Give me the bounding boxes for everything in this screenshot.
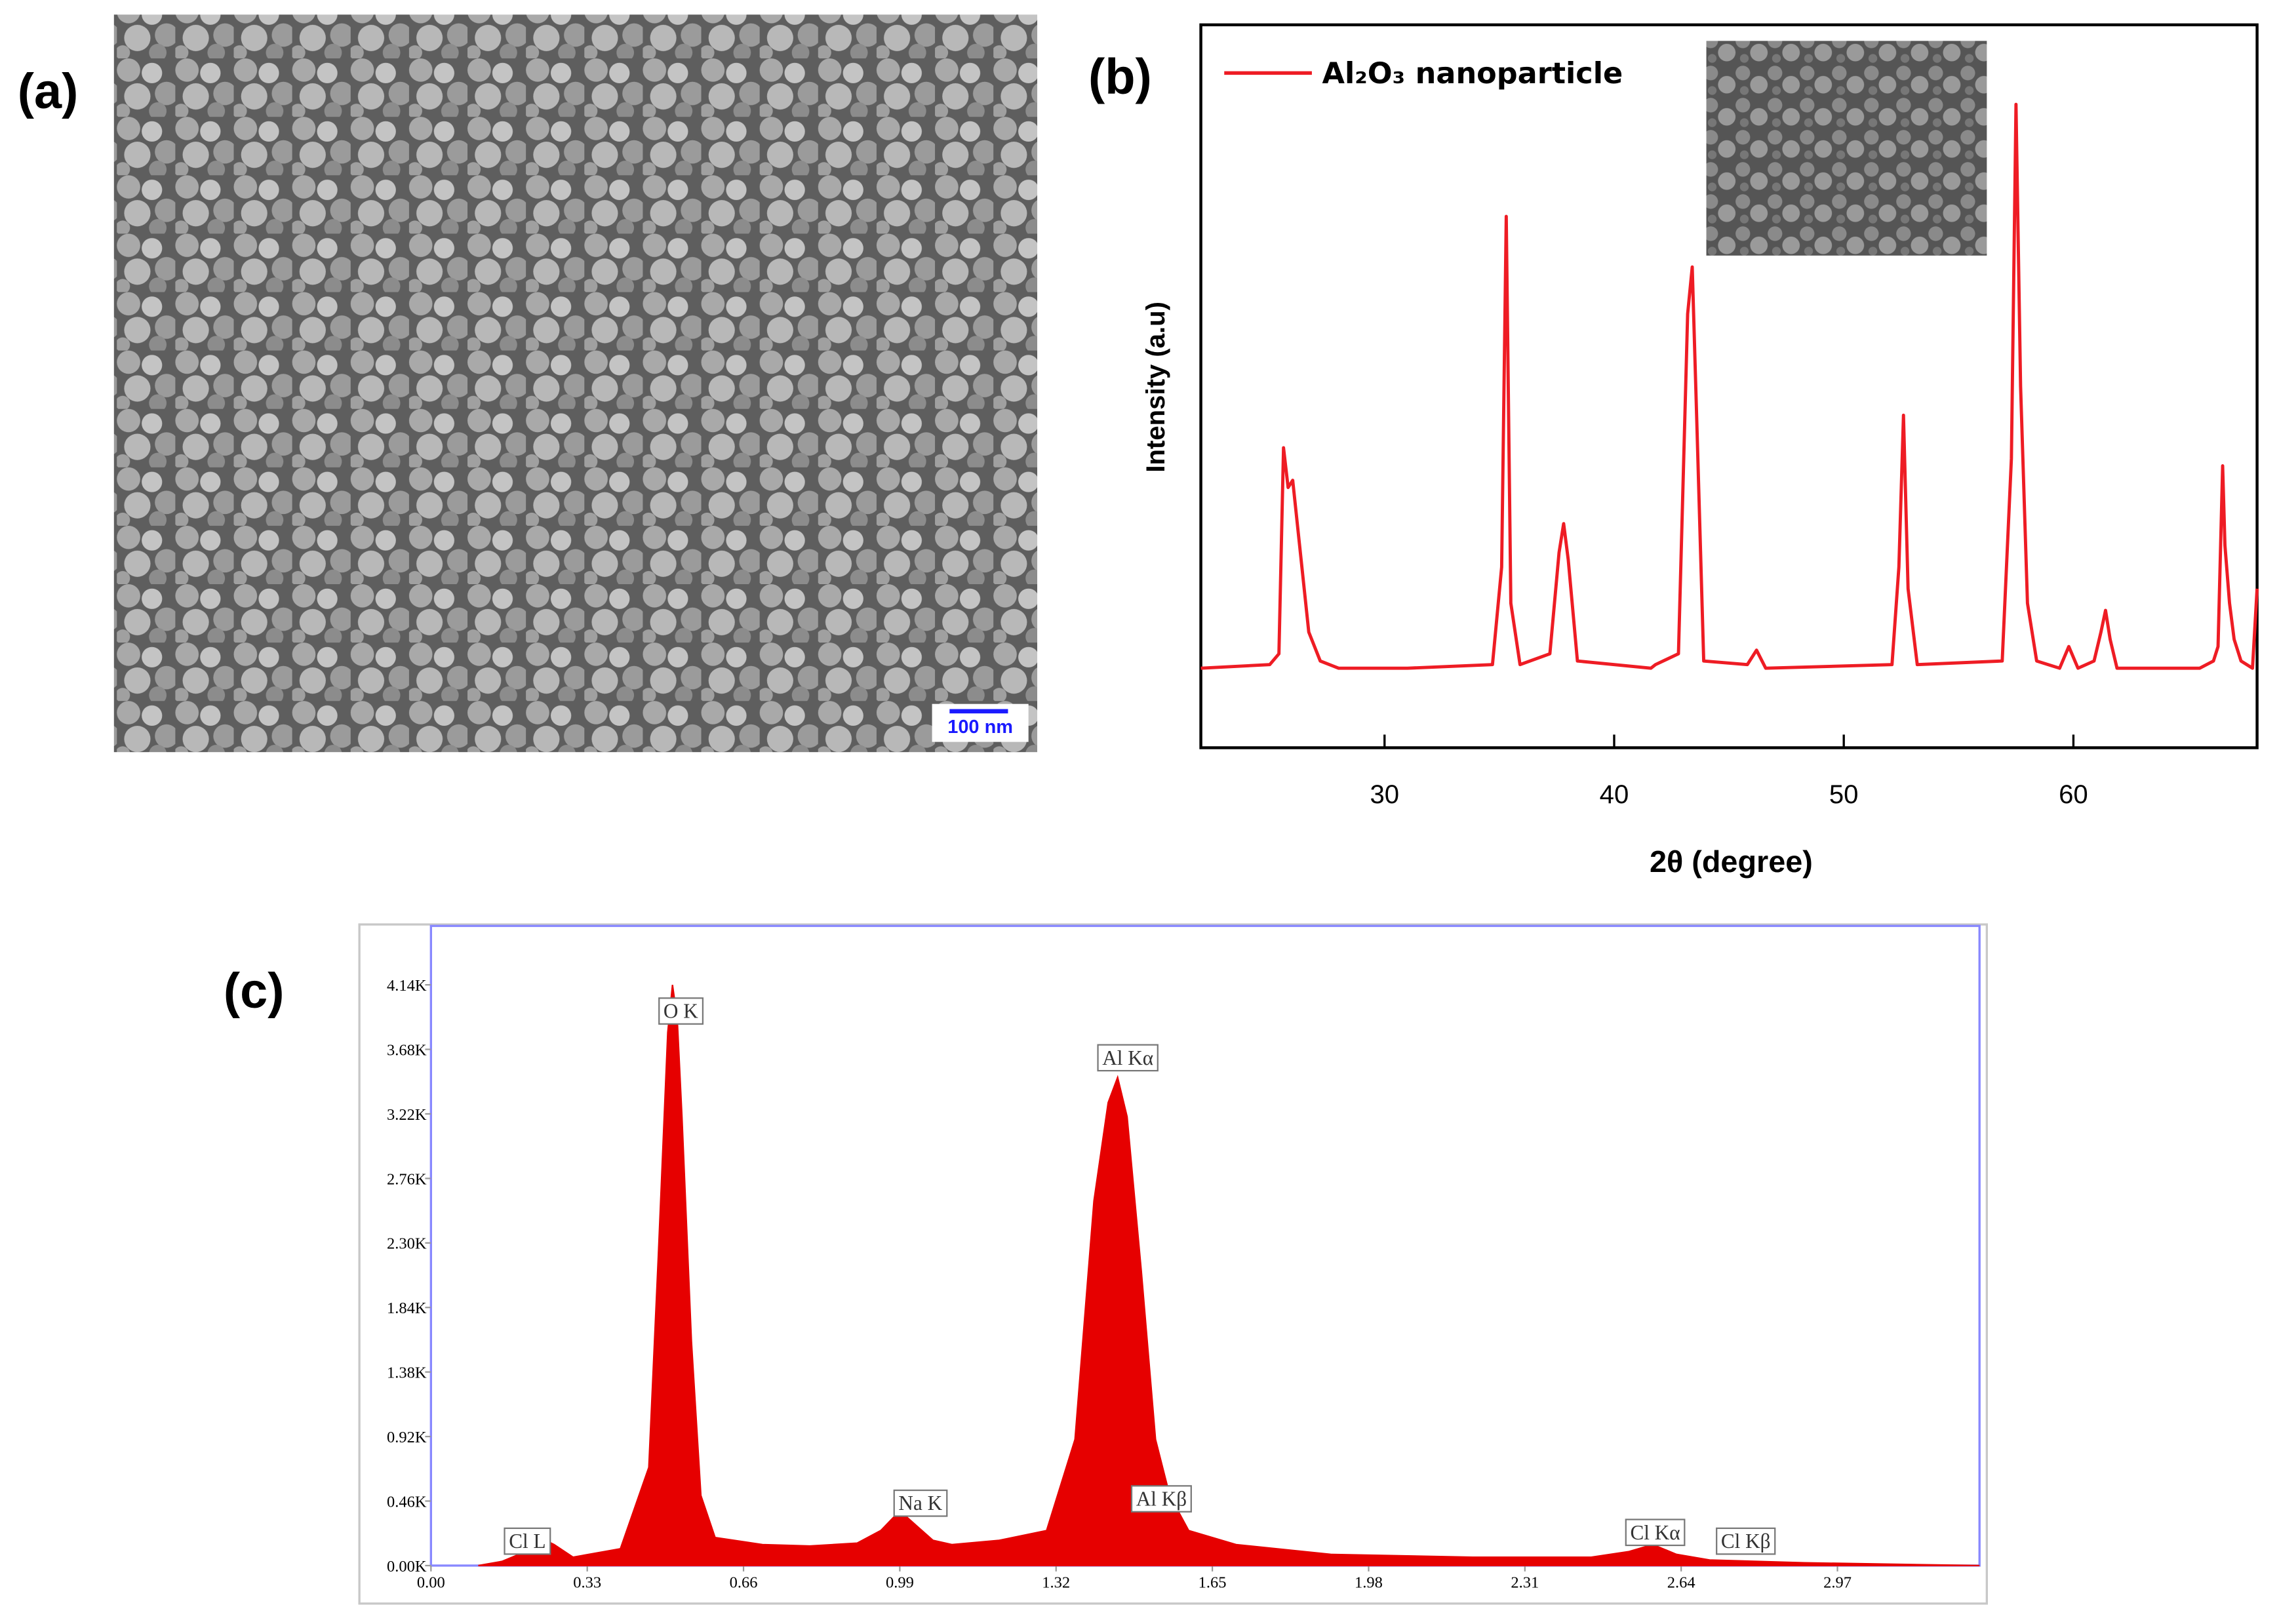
sem-image: [113, 14, 1038, 753]
peak-label-box: [504, 1527, 551, 1555]
peak-label-box: [658, 997, 704, 1025]
x-tick-label: 2.64: [1667, 1574, 1695, 1591]
peak-label: Na K: [898, 1492, 942, 1515]
scale-bar-label: 100 nm: [947, 717, 1013, 738]
y-axis-label: Intensity (a.u): [1141, 302, 1170, 473]
y-tick-label: 3.22K: [387, 1106, 427, 1124]
x-tick-label: 0.66: [730, 1574, 758, 1591]
y-tick-label: 0.92K: [387, 1429, 427, 1446]
x-tick-label: 30: [1370, 780, 1399, 809]
inset-image: [1706, 41, 1987, 256]
legend-label: Al₂O₃ nanoparticle: [1322, 56, 1623, 90]
x-tick-label: 1.98: [1355, 1574, 1383, 1591]
x-tick-label: 40: [1600, 780, 1629, 809]
peak-label: O K: [664, 1000, 698, 1023]
peak-label-box: [1130, 1485, 1192, 1513]
peak-label-box: [1716, 1527, 1776, 1555]
panel-label: (b): [1088, 49, 1152, 105]
x-tick-label: 60: [2059, 780, 2088, 809]
peak-label: Cl Kβ: [1721, 1530, 1771, 1553]
peak-label: Al Kα: [1102, 1046, 1153, 1069]
panel-label: (c): [224, 963, 285, 1019]
x-tick-label: 50: [1829, 780, 1859, 809]
plot-frame: [1199, 23, 2259, 749]
y-tick-label: 2.76K: [387, 1170, 427, 1188]
peak-label-box: [893, 1489, 948, 1517]
x-tick-label: 0.00: [417, 1574, 445, 1591]
x-tick-label: 0.99: [886, 1574, 914, 1591]
panel-label: (a): [18, 64, 79, 119]
x-tick-label: 2.31: [1511, 1574, 1539, 1591]
peak-label-box: [1097, 1044, 1159, 1072]
x-axis-label: 2θ (degree): [1650, 844, 1813, 879]
y-tick-label: 0.46K: [387, 1493, 427, 1511]
x-tick-label: 1.32: [1042, 1574, 1070, 1591]
y-tick-label: 3.68K: [387, 1041, 427, 1059]
peak-label-box: [1625, 1518, 1686, 1547]
data-line: [1200, 102, 2259, 670]
x-tick-label: 0.33: [573, 1574, 601, 1591]
y-tick-label: 0.00K: [387, 1558, 427, 1575]
y-tick-label: 2.30K: [387, 1235, 427, 1253]
panel-frame: [358, 923, 1989, 1605]
y-tick-label: 4.14K: [387, 977, 427, 995]
peak-label: Cl Kα: [1630, 1521, 1680, 1544]
peak-label: Cl L: [509, 1530, 545, 1553]
y-tick-label: 1.38K: [387, 1364, 427, 1382]
y-tick-label: 1.84K: [387, 1299, 427, 1317]
spectrum: [478, 984, 1980, 1567]
peak-label: Al Kβ: [1136, 1488, 1187, 1511]
x-tick-label: 2.97: [1823, 1574, 1852, 1591]
x-tick-label: 1.65: [1199, 1574, 1227, 1591]
